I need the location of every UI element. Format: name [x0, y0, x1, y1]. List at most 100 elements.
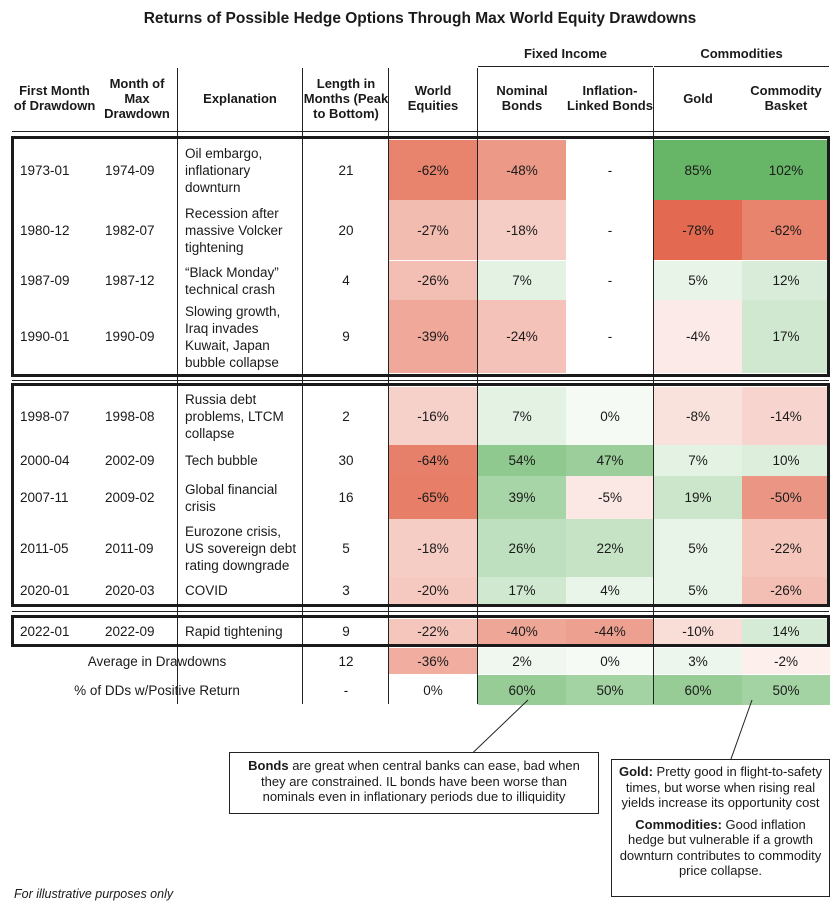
il-bonds-value: 47% [566, 445, 654, 476]
first-month-cell: 1987-09 [20, 273, 70, 288]
world-equities-value: -26% [389, 261, 477, 300]
first-month-cell: 2011-05 [20, 540, 69, 556]
length-cell: 4 [342, 273, 350, 288]
il-bonds-value: 0% [566, 387, 654, 445]
il-bonds-value: - [607, 329, 613, 344]
max-month-cell: 2020-03 [105, 583, 155, 598]
header-il-bonds: Inflation-Linked Bonds [567, 83, 653, 113]
bonds-callout-bold: Bonds [248, 758, 289, 773]
nominal-bonds-value: -40% [478, 619, 566, 644]
first-month-cell: 2022-01 [20, 624, 70, 639]
world-equities-value: -18% [389, 519, 477, 577]
max-month-cell: 1974-09 [105, 162, 155, 178]
group-commodities-underline [654, 66, 829, 67]
nominal-bonds-value: 54% [478, 445, 566, 476]
header-first-month: First Month of Drawdown [13, 83, 96, 113]
nominal-bonds-value: 39% [478, 476, 566, 519]
header-gold: Gold [683, 90, 713, 106]
length-cell: 16 [338, 490, 354, 505]
nominal-bonds-value: -18% [478, 200, 566, 260]
header-world-equities: World Equities [407, 83, 459, 113]
world-equities-summary: 0% [423, 682, 443, 698]
summary-label: Average in Drawdowns [87, 653, 227, 669]
column-divider [302, 68, 303, 704]
summary-length: 12 [338, 653, 354, 669]
header-explanation: Explanation [203, 90, 277, 106]
group-fixed-income-underline [478, 66, 653, 67]
commodity-basket-value: 12% [742, 261, 830, 300]
bonds-callout: Bonds are great when central banks can e… [229, 752, 599, 814]
commodity-basket-value: -50% [742, 476, 830, 519]
bonds-callout-text: are great when central banks can ease, b… [261, 758, 580, 804]
gold-value: 7% [654, 445, 742, 476]
commodity-basket-value: 10% [742, 445, 830, 476]
nominal-bonds-value: -48% [478, 140, 566, 200]
explanation-cell: Oil embargo, inflationary downturn [185, 145, 263, 195]
row-divider [12, 611, 829, 612]
gold-value: -4% [654, 300, 742, 373]
explanation-cell: COVID [185, 583, 228, 598]
row-divider [12, 131, 829, 132]
commodity-basket-value: 14% [742, 619, 830, 644]
column-divider [477, 68, 478, 704]
nominal-bonds-value: -24% [478, 300, 566, 373]
header-nominal-bonds: Nominal Bonds [496, 83, 548, 113]
gold-summary: 60% [654, 675, 742, 705]
max-month-cell: 2002-09 [105, 453, 155, 468]
commodities-callout-text: Good inflation hedge but vulnerable if a… [619, 816, 822, 879]
length-cell: 3 [342, 583, 350, 598]
gold-value: -78% [654, 200, 742, 260]
first-month-cell: 2007-11 [20, 490, 69, 505]
summary-label: % of DDs w/Positive Return [74, 682, 240, 698]
length-cell: 9 [342, 329, 350, 344]
commodity-basket-value: -26% [742, 577, 830, 604]
commodity-basket-value: 17% [742, 300, 830, 373]
gold-callout: Gold: Pretty good in flight-to-safety ti… [618, 764, 823, 811]
max-month-cell: 1998-08 [105, 408, 155, 424]
world-equities-value: -64% [389, 445, 477, 476]
gold-callout-bold: Gold: [618, 764, 653, 779]
first-month-cell: 2020-01 [20, 583, 70, 598]
explanation-cell: Eurozone crisis, US sovereign debt ratin… [185, 523, 297, 573]
gold-value: 5% [654, 519, 742, 577]
max-month-cell: 1987-12 [105, 273, 155, 288]
first-month-cell: 1980-12 [20, 222, 70, 238]
gold-summary: 3% [654, 648, 742, 674]
il-bonds-value: -5% [566, 476, 654, 519]
gold-value: 5% [654, 261, 742, 300]
il-bonds-value: - [607, 162, 613, 178]
nominal-bonds-summary: 60% [478, 675, 566, 705]
il-bonds-summary: 0% [566, 648, 654, 674]
gold-value: -10% [654, 619, 742, 644]
column-divider [653, 68, 654, 704]
first-month-cell: 1998-07 [20, 408, 70, 424]
header-commodity-basket: Commodity Basket [750, 83, 822, 113]
length-cell: 20 [338, 222, 354, 238]
gold-value: 19% [654, 476, 742, 519]
nominal-bonds-value: 26% [478, 519, 566, 577]
il-bonds-value: 4% [566, 577, 654, 604]
explanation-cell: Russia debt problems, LTCM collapse [185, 391, 284, 441]
commodities-callout: Commodities: Good inflation hedge but vu… [618, 817, 823, 879]
gold-value: -8% [654, 387, 742, 445]
max-month-cell: 2009-02 [105, 490, 155, 505]
explanation-cell: “Black Monday” technical crash [185, 264, 279, 297]
commodity-basket-value: -62% [742, 200, 830, 260]
max-month-cell: 2022-09 [105, 624, 155, 639]
summary-length: - [343, 682, 349, 698]
footnote: For illustrative purposes only [14, 887, 174, 901]
world-equities-value: -39% [389, 300, 477, 373]
world-equities-value: -27% [389, 200, 477, 260]
gold-value: 85% [654, 140, 742, 200]
nominal-bonds-summary: 2% [478, 648, 566, 674]
max-month-cell: 1982-07 [105, 222, 155, 238]
explanation-cell: Global financial crisis [185, 481, 278, 514]
commodity-basket-summary: 50% [742, 675, 830, 705]
il-bonds-value: -44% [566, 619, 654, 644]
group-commodities: Commodities [700, 46, 783, 61]
max-month-cell: 2011-09 [105, 540, 154, 556]
gold-commodities-callout: Gold: Pretty good in flight-to-safety ti… [611, 759, 830, 897]
il-bonds-summary: 50% [566, 675, 654, 705]
gold-value: 5% [654, 577, 742, 604]
world-equities-value: -16% [389, 387, 477, 445]
